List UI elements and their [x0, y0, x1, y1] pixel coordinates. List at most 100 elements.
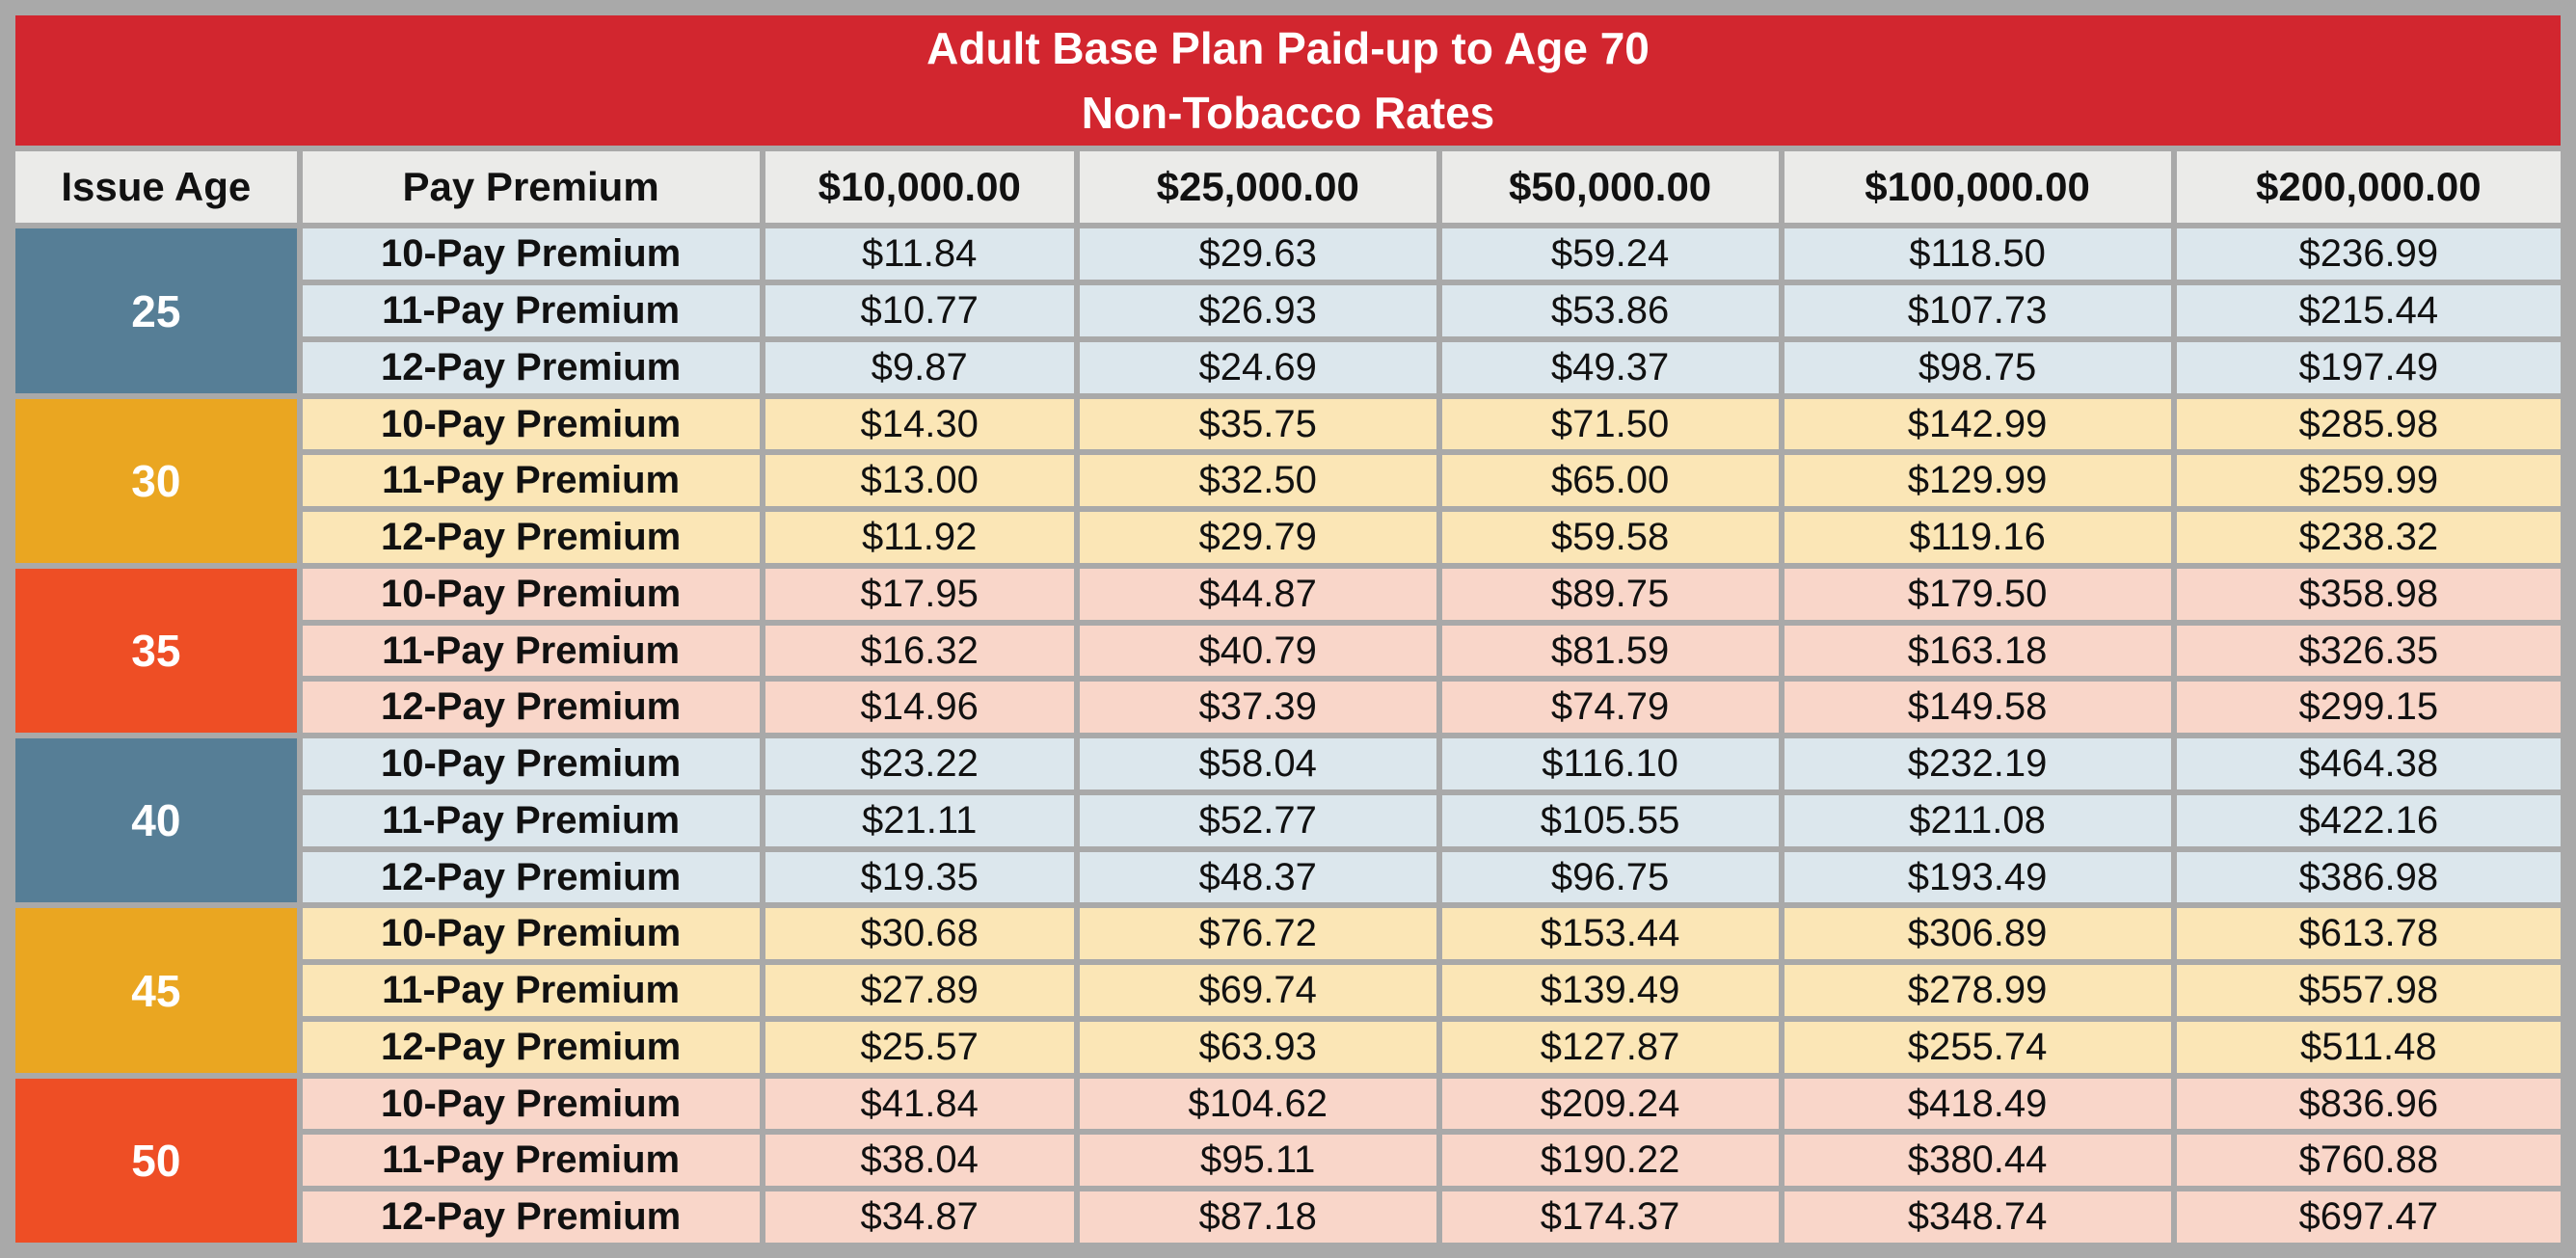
table-row: 50 10-Pay Premium $41.84 $104.62 $209.24… [15, 1078, 2561, 1243]
premium-value: $255.74 [1784, 1021, 2171, 1073]
premium-value: $299.15 [2176, 682, 2561, 734]
premium-value: $71.50 [1441, 398, 1779, 450]
pay-premium-label: 10-Pay Premium [302, 398, 760, 450]
title-line-1: Adult Base Plan Paid-up to Age 70 [926, 23, 1650, 73]
premium-value: $380.44 [1784, 1135, 2171, 1187]
issue-age-cell-25: 25 [15, 228, 297, 393]
header-pay-premium: Pay Premium [302, 151, 760, 224]
premium-value: $89.75 [1441, 568, 1779, 620]
premium-value: $697.47 [2176, 1191, 2561, 1243]
premium-value: $153.44 [1441, 908, 1779, 960]
header-face-10000: $10,000.00 [765, 151, 1074, 224]
premium-value: $27.89 [765, 965, 1074, 1016]
table-row: 12-Pay Premium $34.87 $87.18 $174.37 $34… [15, 1191, 2561, 1243]
premium-value: $37.39 [1079, 682, 1436, 734]
premium-value: $142.99 [1784, 398, 2171, 450]
pay-premium-label: 10-Pay Premium [302, 228, 760, 281]
premium-value: $215.44 [2176, 285, 2561, 336]
rate-table: Adult Base Plan Paid-up to Age 70 Non-To… [10, 10, 2566, 1248]
premium-value: $104.62 [1079, 1078, 1436, 1130]
title-line-2: Non-Tobacco Rates [1081, 87, 1495, 138]
premium-value: $149.58 [1784, 682, 2171, 734]
header-face-200000: $200,000.00 [2176, 151, 2561, 224]
premium-value: $10.77 [765, 285, 1074, 336]
premium-value: $63.93 [1079, 1021, 1436, 1073]
premium-value: $285.98 [2176, 398, 2561, 450]
pay-premium-label: 10-Pay Premium [302, 908, 760, 960]
premium-value: $190.22 [1441, 1135, 1779, 1187]
header-issue-age: Issue Age [15, 151, 297, 224]
table-row: 11-Pay Premium $27.89 $69.74 $139.49 $27… [15, 965, 2561, 1016]
premium-value: $96.75 [1441, 851, 1779, 903]
premium-value: $278.99 [1784, 965, 2171, 1016]
premium-value: $127.87 [1441, 1021, 1779, 1073]
premium-value: $58.04 [1079, 738, 1436, 790]
premium-value: $52.77 [1079, 794, 1436, 846]
header-row: Issue Age Pay Premium $10,000.00 $25,000… [15, 151, 2561, 224]
table-row: 25 10-Pay Premium $11.84 $29.63 $59.24 $… [15, 228, 2561, 393]
table-row: 11-Pay Premium $13.00 $32.50 $65.00 $129… [15, 455, 2561, 507]
premium-value: $511.48 [2176, 1021, 2561, 1073]
pay-premium-label: 11-Pay Premium [302, 794, 760, 846]
premium-value: $358.98 [2176, 568, 2561, 620]
premium-value: $65.00 [1441, 455, 1779, 507]
premium-value: $139.49 [1441, 965, 1779, 1016]
premium-value: $197.49 [2176, 341, 2561, 393]
premium-value: $14.30 [765, 398, 1074, 450]
table-row: 40 10-Pay Premium $23.22 $58.04 $116.10 … [15, 738, 2561, 903]
premium-value: $29.63 [1079, 228, 1436, 281]
pay-premium-label: 10-Pay Premium [302, 568, 760, 620]
table-row: 30 10-Pay Premium $14.30 $35.75 $71.50 $… [15, 398, 2561, 563]
premium-value: $34.87 [765, 1191, 1074, 1243]
premium-value: $11.84 [765, 228, 1074, 281]
premium-value: $23.22 [765, 738, 1074, 790]
pay-premium-label: 12-Pay Premium [302, 1191, 760, 1243]
premium-value: $118.50 [1784, 228, 2171, 281]
premium-value: $49.37 [1441, 341, 1779, 393]
premium-value: $232.19 [1784, 738, 2171, 790]
pay-premium-label: 11-Pay Premium [302, 1135, 760, 1187]
pay-premium-label: 11-Pay Premium [302, 455, 760, 507]
premium-value: $613.78 [2176, 908, 2561, 960]
premium-value: $59.24 [1441, 228, 1779, 281]
premium-value: $40.79 [1079, 625, 1436, 677]
premium-value: $326.35 [2176, 625, 2561, 677]
table-row: 12-Pay Premium $9.87 $24.69 $49.37 $98.7… [15, 341, 2561, 393]
premium-value: $98.75 [1784, 341, 2171, 393]
pay-premium-label: 10-Pay Premium [302, 1078, 760, 1130]
premium-value: $16.32 [765, 625, 1074, 677]
premium-value: $193.49 [1784, 851, 2171, 903]
premium-value: $236.99 [2176, 228, 2561, 281]
premium-value: $211.08 [1784, 794, 2171, 846]
premium-value: $557.98 [2176, 965, 2561, 1016]
table-row: 12-Pay Premium $11.92 $29.79 $59.58 $119… [15, 512, 2561, 563]
table-row: 11-Pay Premium $16.32 $40.79 $81.59 $163… [15, 625, 2561, 677]
premium-value: $69.74 [1079, 965, 1436, 1016]
pay-premium-label: 10-Pay Premium [302, 738, 760, 790]
issue-age-cell-40: 40 [15, 738, 297, 903]
premium-value: $464.38 [2176, 738, 2561, 790]
premium-value: $163.18 [1784, 625, 2171, 677]
premium-value: $174.37 [1441, 1191, 1779, 1243]
premium-value: $87.18 [1079, 1191, 1436, 1243]
table-row: 11-Pay Premium $10.77 $26.93 $53.86 $107… [15, 285, 2561, 336]
premium-value: $38.04 [765, 1135, 1074, 1187]
premium-value: $81.59 [1441, 625, 1779, 677]
table-row: 45 10-Pay Premium $30.68 $76.72 $153.44 … [15, 908, 2561, 1073]
premium-value: $59.58 [1441, 512, 1779, 563]
premium-value: $107.73 [1784, 285, 2171, 336]
premium-value: $259.99 [2176, 455, 2561, 507]
issue-age-cell-50: 50 [15, 1078, 297, 1243]
issue-age-cell-45: 45 [15, 908, 297, 1073]
table-row: 12-Pay Premium $19.35 $48.37 $96.75 $193… [15, 851, 2561, 903]
premium-value: $348.74 [1784, 1191, 2171, 1243]
premium-value: $32.50 [1079, 455, 1436, 507]
premium-value: $48.37 [1079, 851, 1436, 903]
premium-value: $14.96 [765, 682, 1074, 734]
premium-value: $209.24 [1441, 1078, 1779, 1130]
pay-premium-label: 12-Pay Premium [302, 851, 760, 903]
premium-value: $29.79 [1079, 512, 1436, 563]
premium-value: $25.57 [765, 1021, 1074, 1073]
premium-value: $306.89 [1784, 908, 2171, 960]
